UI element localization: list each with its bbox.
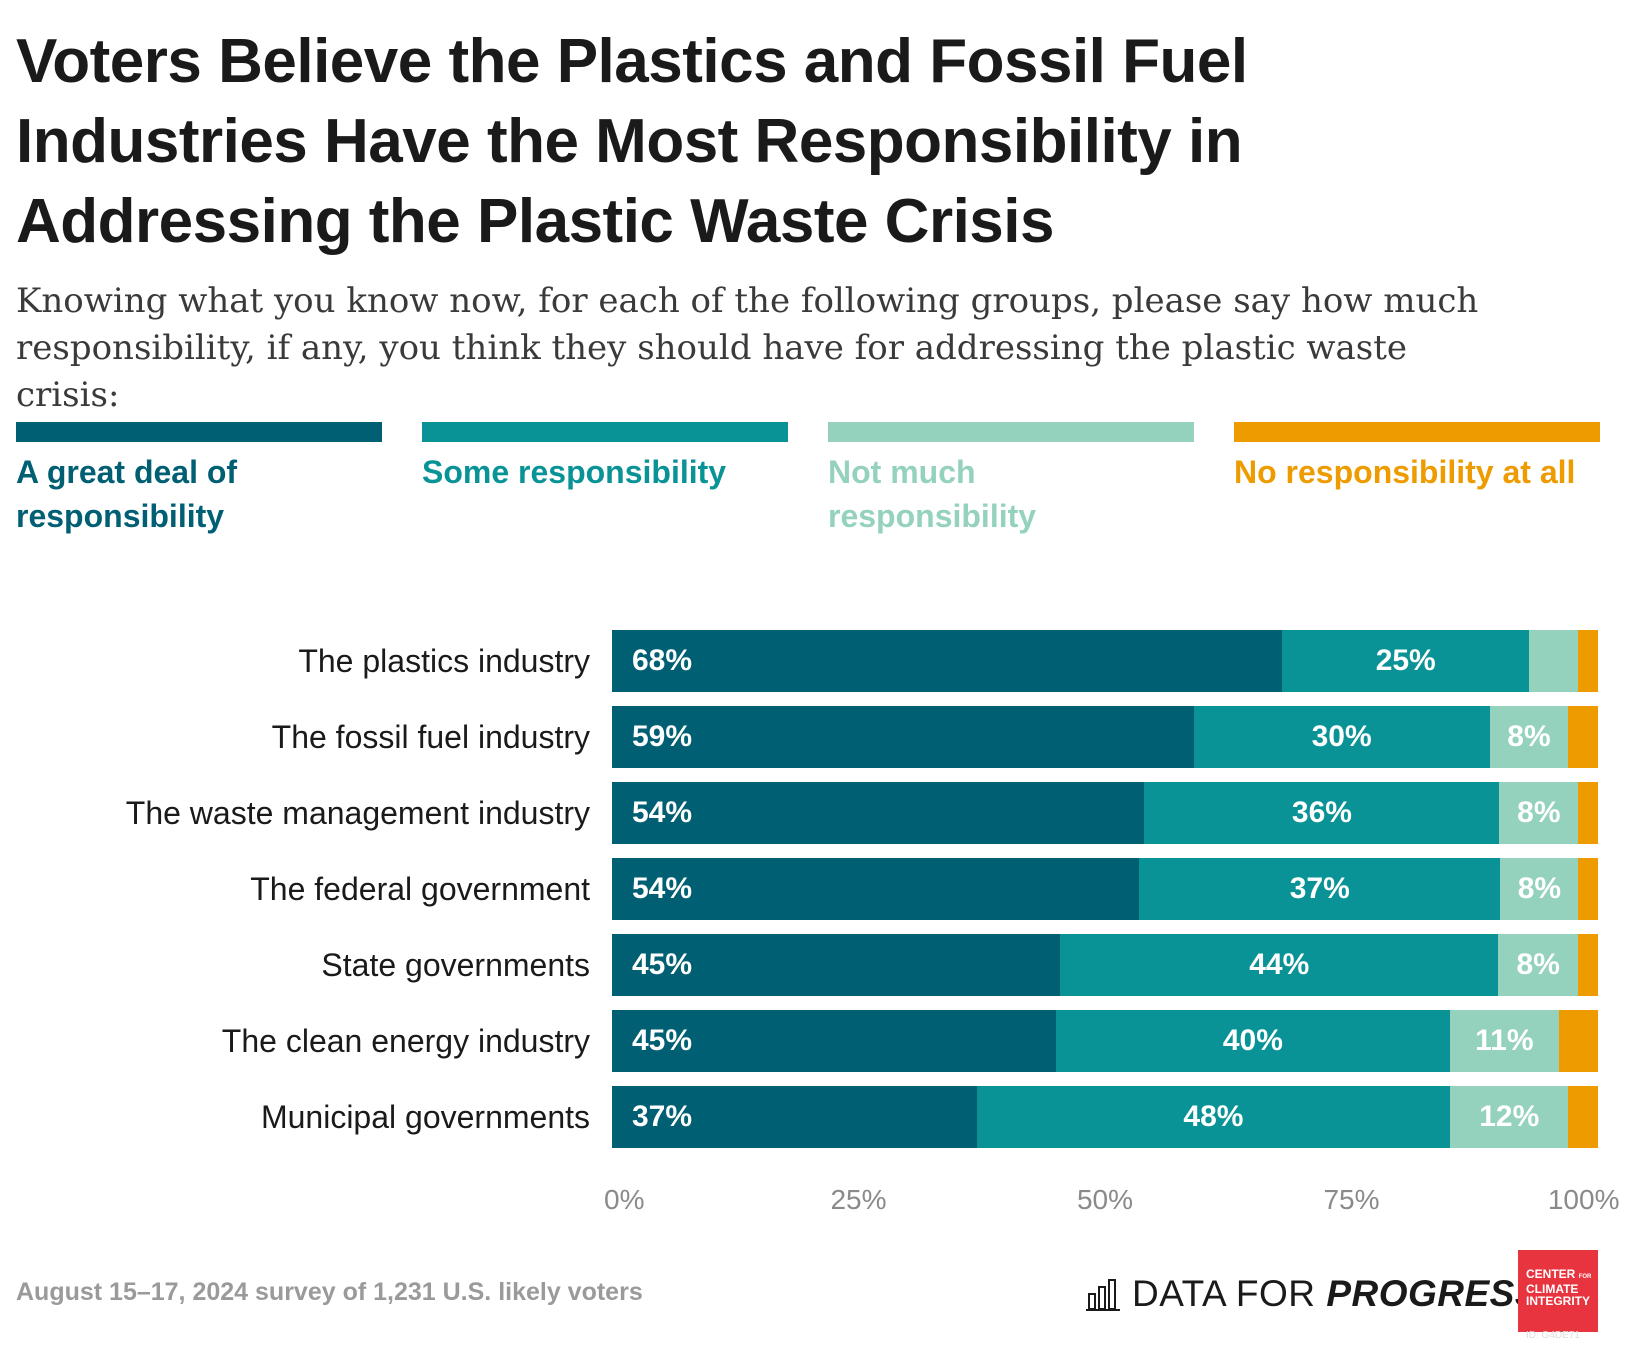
- data-label: 59%: [632, 720, 693, 753]
- legend-label: No responsibility at all: [1234, 454, 1576, 490]
- data-label: 36%: [1291, 796, 1352, 829]
- stacked-bar-chart: The plastics industry 68% 25% The fossil fu…: [0, 600, 1640, 1220]
- bar-segment: 45%: [612, 1010, 1056, 1072]
- data-label: 40%: [1222, 1024, 1283, 1057]
- image-id: ID: G4DE71: [1526, 1330, 1580, 1341]
- bar-segment: [1568, 706, 1598, 768]
- data-label: 25%: [1375, 644, 1436, 677]
- bar-segment: 40%: [1055, 1010, 1451, 1072]
- x-tick-label: 75%: [1323, 1184, 1380, 1215]
- bar-segment: [1568, 1086, 1598, 1148]
- chart-title: Voters Believe the Plastics and Fossil F…: [16, 27, 1248, 256]
- legend-swatch: [828, 422, 1194, 442]
- bar-segment: 37%: [612, 1086, 977, 1148]
- bar-segment: [1528, 630, 1579, 692]
- category-label: Municipal governments: [260, 1099, 590, 1135]
- x-tick-label: 25%: [830, 1184, 887, 1215]
- bar-segment: [1578, 858, 1598, 920]
- category-label: The plastics industry: [298, 643, 590, 679]
- category-label: The waste management industry: [125, 795, 590, 831]
- legend-item: No responsibility at all: [1234, 422, 1600, 494]
- data-label: 68%: [632, 644, 693, 677]
- bar-chart-icon: [1086, 1279, 1120, 1311]
- bar-segment: 8%: [1500, 858, 1579, 920]
- category-label: State governments: [321, 947, 590, 983]
- survey-footnote: August 15–17, 2024 survey of 1,231 U.S. …: [16, 1278, 643, 1306]
- legend-item: Not much responsibility: [828, 422, 1194, 538]
- bar-segment: 54%: [612, 782, 1145, 844]
- bar-segment: 48%: [976, 1086, 1451, 1148]
- bar-segment: 54%: [612, 858, 1140, 920]
- category-label: The clean energy industry: [221, 1023, 590, 1059]
- category-label: The fossil fuel industry: [271, 719, 590, 755]
- dfp-wordmark: DATA FOR PROGRESS: [1132, 1273, 1541, 1314]
- bar-segment: 44%: [1060, 934, 1499, 996]
- data-label: 45%: [632, 1024, 693, 1057]
- bar-row: 54% 36% 8%: [612, 782, 1598, 844]
- legend-label: Some responsibility: [422, 454, 727, 490]
- center-for-climate-integrity-logo: CENTER FOR CLIMATE INTEGRITY: [1518, 1250, 1598, 1332]
- data-label: 37%: [1289, 872, 1350, 905]
- bar-segment: 8%: [1498, 934, 1579, 996]
- bar-segment: 30%: [1193, 706, 1490, 768]
- bar-segment: [1578, 630, 1598, 692]
- x-tick-label: 50%: [1076, 1184, 1134, 1215]
- data-label: 11%: [1475, 1024, 1534, 1057]
- chart-subtitle: Knowing what you know now, for each of t…: [16, 281, 1479, 415]
- data-label: 44%: [1249, 948, 1310, 981]
- legend-item: Some responsibility: [422, 422, 788, 494]
- bar-row: 68% 25%: [612, 630, 1598, 692]
- bar-segment: 8%: [1489, 706, 1569, 768]
- bar-row: 45% 40% 11%: [612, 1010, 1598, 1072]
- legend-label: Not much responsibility: [828, 454, 1037, 534]
- bar-segment: 12%: [1450, 1086, 1569, 1148]
- data-label: 8%: [1516, 948, 1560, 981]
- data-label: 45%: [632, 948, 693, 981]
- bar-segment: 59%: [612, 706, 1194, 768]
- bar-segment: [1578, 934, 1598, 996]
- data-label: 37%: [632, 1100, 693, 1133]
- bar-row: 37% 48% 12%: [612, 1086, 1598, 1148]
- data-label: 8%: [1517, 872, 1562, 905]
- data-for-progress-logo: DATA FOR PROGRESS: [1086, 1270, 1540, 1318]
- legend-label: A great deal of responsibility: [16, 454, 238, 534]
- x-tick-label: 100%: [1547, 1184, 1620, 1215]
- bar-segment: 36%: [1144, 782, 1500, 844]
- data-label: 30%: [1311, 720, 1372, 753]
- data-label: 48%: [1183, 1100, 1244, 1133]
- bar-segment: 11%: [1450, 1010, 1559, 1072]
- data-label: 8%: [1507, 720, 1551, 753]
- bar-segment: 68%: [612, 630, 1283, 692]
- data-label: 54%: [632, 872, 693, 905]
- bar-segment: 37%: [1139, 858, 1501, 920]
- data-label: 54%: [632, 796, 693, 829]
- legend-swatch: [422, 422, 788, 442]
- bar-row: 59% 30% 8%: [612, 706, 1598, 768]
- bar-segment: [1558, 1010, 1598, 1072]
- x-tick-label: 0%: [604, 1184, 645, 1215]
- bar-segment: 45%: [612, 934, 1061, 996]
- legend-item: A great deal of responsibility: [16, 422, 382, 538]
- bar-row: 54% 37% 8%: [612, 858, 1598, 920]
- bar-segment: [1578, 782, 1598, 844]
- category-label: The federal government: [250, 871, 590, 907]
- legend-swatch: [1234, 422, 1600, 442]
- bar-segment: 8%: [1499, 782, 1579, 844]
- legend-swatch: [16, 422, 382, 442]
- bar-row: 45% 44% 8%: [612, 934, 1598, 996]
- data-label: 12%: [1479, 1100, 1540, 1133]
- data-label: 8%: [1517, 796, 1561, 829]
- bar-segment: 25%: [1282, 630, 1529, 692]
